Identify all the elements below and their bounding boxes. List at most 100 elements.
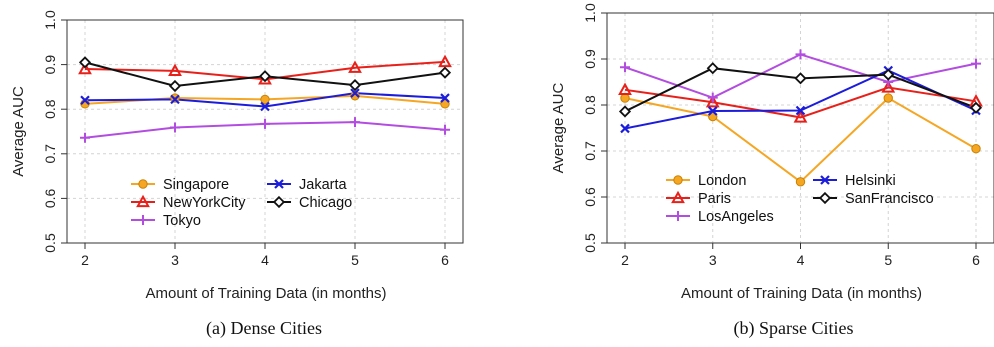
- legend-label: Tokyo: [163, 213, 201, 229]
- y-tick-label: 0.6: [582, 187, 598, 207]
- series-line-paris: [624, 86, 977, 119]
- data-point-jakarta: [440, 93, 450, 103]
- legend-item-jakarta: Jakarta: [267, 177, 347, 193]
- x-tick-label: 3: [171, 252, 179, 268]
- data-point-newyorkcity: [438, 54, 452, 68]
- data-point-london: [620, 93, 630, 103]
- legend-swatch-marker: [136, 194, 150, 208]
- data-point-jakarta: [170, 94, 180, 105]
- caption: (b) Sparse Cities: [734, 318, 854, 339]
- legend-label: NewYorkCity: [163, 195, 246, 211]
- legend-label: Paris: [698, 191, 731, 207]
- legend-swatch-marker: [274, 179, 284, 189]
- data-point-sanfrancisco: [969, 101, 983, 114]
- y-tick-label: 0.5: [582, 233, 598, 253]
- data-point-paris: [618, 82, 632, 95]
- data-point-losangeles: [971, 58, 981, 69]
- legend-label: LosAngeles: [698, 209, 774, 225]
- y-tick-label: 1.0: [42, 10, 58, 30]
- legend: London Paris LosAngeles Helsinki SanFrancisc…: [666, 173, 934, 225]
- data-point-london: [883, 93, 893, 103]
- data-point-chicago: [258, 70, 272, 83]
- legend-item-helsinki: Helsinki: [813, 173, 896, 189]
- y-tick-labels: 0.5 0.6 0.7 0.8 0.9 1.0: [42, 10, 67, 253]
- x-tick-labels: 2 3 4 5 6: [81, 243, 449, 268]
- chart-panel-sparse-cities: 0.5 0.6 0.7 0.8 0.9 1.0 2 3 4 5 6 Average AUC Amo…: [550, 3, 994, 339]
- legend-swatch-marker: [673, 175, 683, 185]
- legend-swatch-marker: [272, 195, 286, 209]
- plot-border: [66, 19, 464, 244]
- data-point-sanfrancisco: [618, 105, 632, 118]
- data-point-newyorkcity: [168, 63, 182, 77]
- x-tick-label: 6: [972, 252, 980, 268]
- legend-item-newyorkcity: NewYorkCity: [131, 194, 246, 211]
- x-axis-label: Amount of Training Data (in months): [681, 285, 922, 302]
- data-point-losangeles: [707, 92, 718, 103]
- x-tick-label: 5: [884, 252, 892, 268]
- data-point-sanfrancisco: [794, 72, 807, 85]
- x-axis-label: Amount of Training Data (in months): [146, 285, 387, 302]
- legend-item-tokyo: Tokyo: [131, 213, 201, 229]
- data-point-sanfrancisco: [882, 68, 895, 81]
- legend-swatch-marker: [138, 215, 148, 225]
- caption: (a) Dense Cities: [206, 318, 322, 339]
- x-tick-labels: 2 3 4 5 6: [621, 243, 980, 268]
- data-point-chicago: [78, 56, 92, 69]
- data-point-newyorkcity: [348, 60, 362, 73]
- data-point-london: [971, 144, 981, 154]
- data-point-jakarta: [350, 88, 360, 98]
- y-tick-label: 0.7: [582, 141, 598, 161]
- x-tick-label: 3: [709, 252, 717, 268]
- data-point-tokyo: [440, 124, 450, 135]
- data-point-singapore: [440, 99, 450, 109]
- legend: Singapore NewYorkCity Tokyo Jakarta Chicago: [131, 177, 352, 229]
- data-point-paris: [881, 80, 896, 93]
- legend-item-singapore: Singapore: [131, 177, 229, 193]
- legend-label: Singapore: [163, 177, 229, 193]
- legend-swatch-marker: [671, 190, 685, 204]
- legend-swatch-marker: [673, 211, 683, 221]
- legend-label: Chicago: [299, 195, 352, 211]
- series-markers: [78, 54, 452, 143]
- grid: [67, 19, 463, 244]
- y-axis-label: Average AUC: [10, 86, 27, 177]
- y-tick-labels: 0.5 0.6 0.7 0.8 0.9 1.0: [582, 3, 607, 253]
- data-point-paris: [705, 94, 720, 108]
- y-axis-label: Average AUC: [550, 83, 567, 174]
- data-point-tokyo: [80, 132, 90, 143]
- data-point-jakarta: [260, 101, 270, 112]
- series-markers: [618, 49, 983, 187]
- data-point-helsinki: [795, 105, 806, 116]
- data-point-losangeles: [795, 49, 806, 60]
- y-tick-label: 0.9: [582, 49, 598, 69]
- legend-item-chicago: Chicago: [267, 195, 352, 211]
- grid: [607, 12, 994, 244]
- data-point-chicago: [348, 79, 362, 92]
- data-point-tokyo: [350, 117, 360, 128]
- legend-label: SanFrancisco: [845, 191, 934, 207]
- data-point-singapore: [260, 94, 270, 105]
- x-tick-label: 2: [81, 252, 89, 268]
- data-point-jakarta: [80, 95, 90, 106]
- legend-swatch-marker: [818, 191, 832, 205]
- legend-item-sanfrancisco: SanFrancisco: [813, 191, 934, 207]
- data-point-newyorkcity: [78, 61, 92, 75]
- data-point-tokyo: [170, 122, 180, 133]
- x-tick-label: 4: [261, 252, 269, 268]
- y-tick-label: 0.6: [42, 188, 58, 208]
- legend-label: Jakarta: [299, 177, 347, 193]
- legend-item-losangeles: LosAngeles: [666, 209, 774, 225]
- legend-item-paris: Paris: [666, 190, 731, 207]
- data-point-chicago: [168, 79, 182, 93]
- data-point-losangeles: [620, 62, 630, 73]
- data-point-paris: [793, 110, 808, 123]
- data-point-helsinki: [620, 123, 630, 134]
- data-point-tokyo: [260, 118, 270, 129]
- x-tick-label: 6: [441, 252, 449, 268]
- data-point-london: [795, 177, 806, 187]
- legend-item-london: London: [666, 173, 746, 189]
- data-point-helsinki: [707, 106, 718, 116]
- plot-frame: [66, 19, 464, 244]
- x-tick-label: 5: [351, 252, 359, 268]
